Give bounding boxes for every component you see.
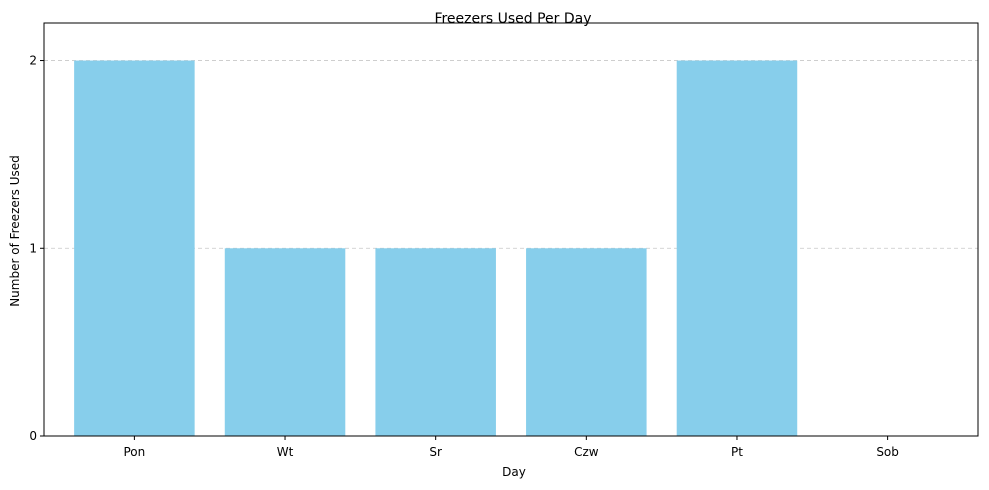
bar-czw bbox=[526, 248, 647, 436]
grid-lines bbox=[44, 60, 978, 249]
y-axis-label: Number of Freezers Used bbox=[8, 155, 22, 307]
x-tick-label: Sr bbox=[429, 445, 442, 459]
bar-wt bbox=[224, 248, 346, 436]
x-tick-label: Pon bbox=[124, 445, 146, 459]
bar-pon bbox=[74, 60, 195, 436]
x-tick-label: Pt bbox=[731, 445, 743, 459]
y-tick-label: 2 bbox=[29, 54, 37, 68]
plot-frame bbox=[43, 22, 979, 437]
bar-sr bbox=[375, 248, 496, 436]
x-tick-label: Czw bbox=[574, 445, 599, 459]
x-tick-label: Wt bbox=[277, 445, 294, 459]
x-axis-label: Day bbox=[502, 465, 526, 479]
y-tick-label: 0 bbox=[29, 429, 37, 443]
chart-title: Freezers Used Per Day bbox=[434, 11, 591, 27]
y-tick-label: 1 bbox=[29, 241, 37, 255]
bar-pt bbox=[676, 60, 798, 436]
x-axis-ticks: Pon Wt Sr Czw Pt Sob bbox=[124, 436, 899, 459]
y-axis-ticks: 0 1 2 bbox=[29, 54, 44, 443]
bars bbox=[74, 60, 798, 436]
x-tick-label: Sob bbox=[876, 445, 899, 459]
